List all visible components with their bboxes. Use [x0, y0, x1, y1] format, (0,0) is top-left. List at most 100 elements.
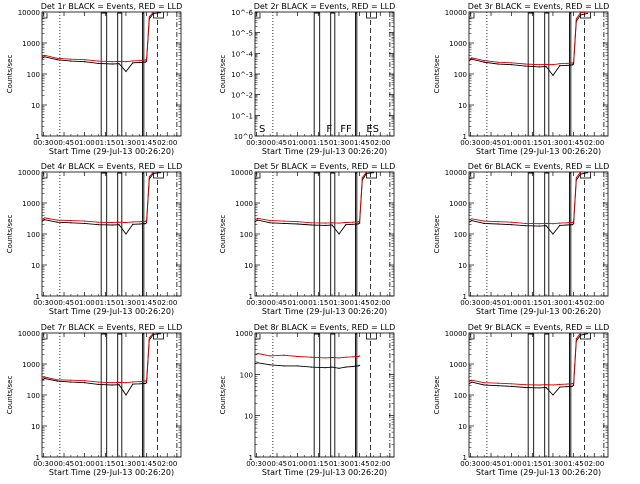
x-tick-label: 01:30	[116, 299, 136, 307]
saa-box	[366, 12, 377, 19]
lld-data-point	[538, 64, 540, 66]
plot-frame	[468, 11, 609, 137]
x-tick-label: 01:30	[329, 139, 349, 147]
x-tick-label: 02:00	[157, 299, 177, 307]
events-data-point	[338, 233, 340, 235]
saa-box	[366, 172, 377, 179]
lld-data-point	[471, 218, 473, 220]
y-tick-label: 10	[31, 262, 40, 270]
x-tick-label: 00:30	[460, 299, 480, 307]
lld-data-point	[575, 18, 577, 20]
lld-data-point	[497, 382, 499, 384]
lld-data-point	[152, 333, 155, 334]
events-data-point	[111, 224, 113, 226]
panel-title: Det 8r BLACK = Events, RED = LLD	[254, 323, 396, 332]
lld-data-point	[352, 221, 354, 223]
saa-box	[153, 333, 164, 340]
lld-data-point	[111, 382, 113, 384]
plot-area	[469, 333, 605, 457]
y-tick-label: 1000	[235, 200, 253, 208]
attenuator-block	[142, 172, 145, 296]
x-tick-label: 00:45	[481, 299, 501, 307]
events-data-point	[125, 233, 127, 235]
detector-panel-9: Det 9r BLACK = Events, RED = LLD 1 10 100 10…	[433, 323, 609, 477]
events-data-point	[538, 387, 540, 389]
events-data-point	[255, 221, 256, 223]
x-tick-label: 00:45	[54, 460, 74, 468]
lld-data-point	[132, 381, 134, 383]
y-tick-label: 1000	[449, 40, 467, 48]
events-data-point	[42, 220, 43, 222]
lld-data-point	[552, 223, 554, 225]
panel-title: Det 5r BLACK = Events, RED = LLD	[254, 162, 396, 171]
events-data-point	[338, 367, 340, 369]
x-tick-label: 01:00	[502, 460, 522, 468]
x-tick-label: 00:30	[246, 139, 266, 147]
panel-title: Det 4r BLACK = Events, RED = LLD	[41, 162, 183, 171]
events-data-point	[152, 172, 155, 174]
lld-data-point	[97, 221, 99, 223]
events-data-point	[257, 362, 259, 364]
y-tick-label: 1000	[22, 361, 40, 369]
y-tick-label: 1	[463, 133, 467, 141]
panel-title: Det 3r BLACK = Events, RED = LLD	[468, 2, 610, 11]
lld-data-point	[469, 219, 470, 221]
detector-panel-2: Det 2r BLACK = Events, RED = LLD 10^0 10^-…	[219, 2, 395, 156]
x-tick-label: 02:00	[370, 460, 390, 468]
events-data-point	[44, 377, 46, 380]
plot-area	[255, 12, 391, 136]
events-data-point	[552, 394, 554, 396]
y-axis-label: Counts/sec	[433, 376, 441, 415]
detector-panel-5: Det 5r BLACK = Events, RED = LLD 1 10 100 10…	[219, 162, 395, 316]
x-tick-label: 00:30	[246, 460, 266, 468]
events-data-point	[579, 334, 582, 336]
events-data-point	[152, 12, 155, 14]
lld-data-point	[111, 61, 113, 63]
lld-data-point	[356, 221, 358, 223]
y-tick-label: 100	[27, 392, 40, 400]
lld-data-point	[579, 12, 582, 14]
events-data-point	[552, 233, 554, 235]
events-data-point	[56, 221, 58, 223]
attenuator-block	[100, 172, 108, 296]
y-tick-label: 10	[31, 423, 40, 431]
y-tick-label: 1	[463, 293, 467, 301]
events-data-point	[571, 224, 573, 226]
events-data-point	[132, 62, 134, 64]
events-data-point	[359, 364, 361, 366]
lld-data-point	[575, 177, 577, 179]
attenuator-block	[100, 333, 108, 457]
lld-data-point	[552, 384, 554, 386]
plot-frame	[41, 171, 182, 297]
lld-data-point	[139, 60, 141, 62]
y-tick-label: 100	[240, 371, 253, 379]
events-data-point	[70, 60, 72, 62]
attenuator-block	[527, 172, 535, 296]
corner-flag	[42, 173, 48, 179]
events-data-point	[552, 74, 554, 76]
x-tick-label: 01:30	[543, 460, 563, 468]
y-tick-label: 1	[36, 454, 40, 462]
saa-box	[153, 12, 164, 19]
events-data-point	[331, 224, 333, 226]
lld-data-point	[559, 222, 561, 224]
events-data-point	[84, 382, 86, 384]
panel-title: Det 1r BLACK = Events, RED = LLD	[41, 2, 183, 11]
lld-data-point	[471, 57, 473, 59]
lld-data-point	[357, 355, 359, 358]
lld-data-point	[497, 61, 499, 63]
corner-flag	[469, 13, 475, 19]
lld-data-point	[357, 221, 359, 223]
x-tick-label: 00:30	[460, 139, 480, 147]
events-data-point	[143, 61, 145, 63]
x-tick-label: 01:45	[350, 139, 370, 147]
events-data-point	[345, 366, 347, 368]
x-tick-label: 02:00	[370, 299, 390, 307]
lld-data-point	[345, 221, 347, 224]
lld-data-point	[566, 383, 568, 385]
lld-data-point	[571, 62, 573, 64]
x-axis-label: Start Time (29-Jul-13 00:26:20)	[262, 147, 387, 156]
lld-data-point	[125, 221, 127, 224]
events-data-point	[56, 59, 58, 61]
attenuator-block	[313, 333, 321, 457]
